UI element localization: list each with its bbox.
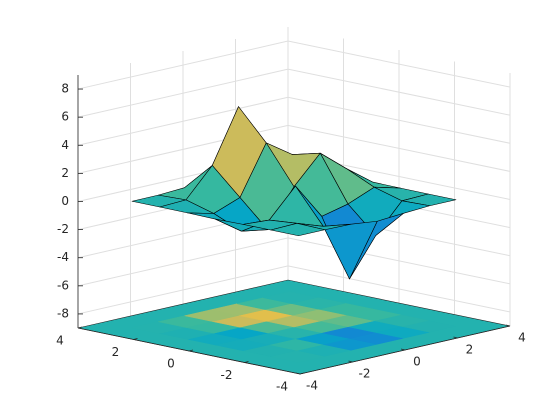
x-tick [505, 324, 511, 327]
y-tick-label: 2 [112, 345, 120, 359]
x-tick [295, 372, 301, 375]
z-tick-label: -6 [57, 278, 69, 292]
y-tick [77, 326, 83, 329]
grid-line [77, 265, 511, 315]
y-tick-label: 0 [167, 357, 175, 371]
z-tick-label: -8 [57, 306, 69, 320]
grid-line [77, 124, 511, 174]
x-tick [348, 360, 353, 363]
x-tick-label: 0 [413, 355, 421, 369]
x-tick-label: -2 [359, 367, 371, 381]
y-tick [244, 361, 249, 363]
grid-line [77, 40, 511, 90]
y-tick-label: -4 [276, 380, 288, 394]
y-tick-label: -2 [221, 368, 233, 382]
x-tick-label: -4 [306, 379, 318, 393]
x-tick-label: 2 [466, 343, 474, 357]
grid-line [77, 96, 511, 146]
surface-patch [270, 223, 326, 237]
grid-line [77, 68, 511, 118]
x-tick [400, 348, 406, 351]
y-tick [133, 338, 138, 340]
x-tick-label: 4 [518, 331, 526, 345]
z-tick-label: 6 [61, 110, 69, 124]
x-tick [453, 336, 458, 339]
z-tick-label: -2 [57, 222, 69, 236]
y-tick-label: 4 [56, 334, 64, 348]
floor-cell [263, 291, 318, 304]
grid-line [77, 237, 511, 287]
z-tick-label: 8 [61, 82, 69, 96]
z-tick-label: 0 [61, 194, 69, 208]
y-tick [299, 372, 305, 375]
z-tick-label: 4 [61, 138, 69, 152]
z-tick-label: 2 [61, 166, 69, 180]
y-tick [188, 349, 194, 352]
z-tick-label: -4 [57, 250, 69, 264]
